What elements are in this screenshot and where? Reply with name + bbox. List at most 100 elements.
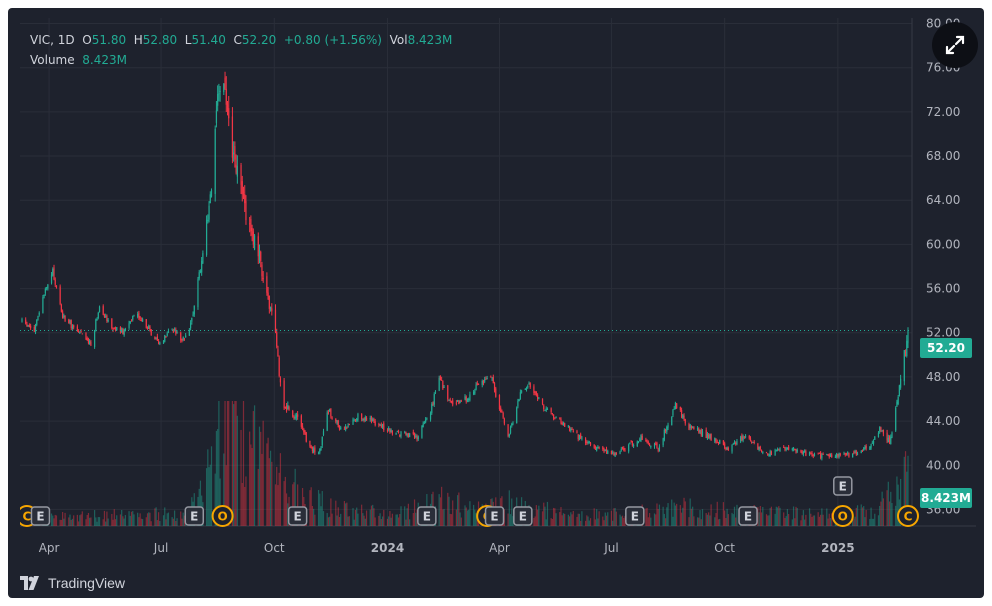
- candle-body: [188, 329, 190, 336]
- candle-body: [491, 378, 493, 380]
- candle-body: [27, 325, 29, 327]
- volume-bar: [241, 482, 243, 526]
- candle-body: [279, 378, 282, 383]
- volume-bar: [356, 507, 358, 526]
- candle-body: [855, 451, 857, 455]
- candle-body: [154, 336, 156, 340]
- candle-body: [159, 342, 161, 344]
- candle-body: [769, 451, 771, 457]
- volume-bar: [337, 507, 339, 526]
- volume-bar: [386, 518, 389, 526]
- candle-body: [584, 438, 587, 444]
- volume-bar: [443, 508, 445, 526]
- candle-body: [261, 264, 263, 277]
- candle-body: [352, 419, 354, 425]
- candle-body: [59, 286, 61, 304]
- event-circle: [897, 505, 919, 527]
- volume-bar: [80, 514, 82, 526]
- volume-bar: [804, 519, 806, 526]
- candle-body: [165, 336, 167, 338]
- candle-body: [716, 441, 718, 443]
- ohlc-legend: VIC, 1D O51.80 H52.80 L51.40 C52.20 +0.8…: [30, 33, 453, 47]
- candle-body: [70, 320, 72, 329]
- volume-bar: [572, 511, 574, 526]
- candle-body: [397, 431, 400, 434]
- volume-bar: [269, 450, 272, 526]
- volume-bar: [165, 519, 167, 526]
- candle-body: [740, 436, 742, 442]
- candle-body: [329, 409, 331, 412]
- event-marker-e: E: [484, 506, 505, 526]
- candle-body: [320, 446, 322, 451]
- volume-bar: [103, 510, 106, 526]
- volume-bar: [347, 516, 349, 526]
- candle-body: [90, 341, 92, 346]
- candle-body: [693, 426, 695, 430]
- candle-body: [214, 128, 216, 194]
- candle-body: [326, 412, 328, 431]
- candle-body: [303, 429, 305, 433]
- volume-bar: [682, 507, 684, 526]
- candle-body: [527, 385, 529, 388]
- volume-bar: [183, 515, 186, 526]
- candle-body: [208, 205, 210, 220]
- price-chart[interactable]: 80.0076.0072.0068.0064.0060.0056.0052.00…: [20, 18, 976, 568]
- event-marker-e: E: [417, 506, 437, 526]
- volume-bar: [86, 515, 88, 526]
- candle-body: [370, 417, 373, 423]
- volume-bar: [784, 518, 786, 526]
- volume-bar: [260, 431, 262, 526]
- volume-bar: [441, 486, 443, 526]
- volume-bar: [794, 518, 796, 526]
- candle-body: [820, 452, 822, 458]
- candle-body: [805, 451, 807, 456]
- candle-body: [593, 444, 595, 448]
- candle-body: [89, 340, 91, 345]
- volume-bar: [735, 517, 737, 526]
- candle-body: [587, 442, 589, 444]
- volume-bar: [285, 493, 288, 526]
- candle-body: [596, 447, 598, 451]
- candle-body: [346, 427, 348, 429]
- event-marker-c: C: [897, 505, 919, 527]
- candle-body: [811, 453, 813, 457]
- candle-body: [744, 436, 747, 438]
- tradingview-brand[interactable]: TradingView: [20, 575, 125, 591]
- candle-body: [692, 427, 694, 429]
- volume-bar: [571, 514, 573, 526]
- fullscreen-button[interactable]: [932, 22, 978, 68]
- candle-body: [752, 441, 754, 443]
- candle-body: [343, 428, 346, 430]
- volume-bar: [210, 446, 213, 526]
- volume-bar: [235, 401, 237, 526]
- candle-body: [81, 333, 83, 335]
- candle-body: [564, 423, 566, 427]
- volume-bar: [274, 484, 277, 526]
- candle-body: [383, 423, 385, 431]
- volume-bar: [97, 517, 99, 526]
- volume-bar: [214, 473, 216, 526]
- volume-bar: [102, 519, 104, 526]
- volume-bar: [348, 516, 350, 526]
- x-tick-label: Jul: [153, 541, 168, 555]
- candle-body: [576, 430, 578, 434]
- volume-bar: [554, 508, 556, 526]
- volume-bar: [543, 502, 545, 526]
- candle-body: [235, 164, 237, 173]
- volume-bar: [407, 503, 410, 526]
- volume-bar: [623, 518, 625, 526]
- candle-body: [98, 306, 101, 313]
- legend-close: 52.20: [241, 33, 277, 47]
- volume-bar: [277, 485, 279, 526]
- candle-body: [663, 429, 665, 440]
- y-tick-label: 40.00: [926, 458, 960, 472]
- volume-bar: [674, 505, 677, 526]
- volume-bar: [555, 513, 557, 526]
- candle-body: [434, 391, 437, 393]
- candle-body: [890, 436, 892, 445]
- volume-bar: [458, 492, 460, 526]
- volume-bar: [577, 513, 579, 526]
- chart-area[interactable]: 80.0076.0072.0068.0064.0060.0056.0052.00…: [20, 18, 976, 568]
- time-axis: Apr Jul Oct 2024 Apr Jul Oct 2025: [20, 525, 976, 555]
- volume-bar: [541, 511, 544, 526]
